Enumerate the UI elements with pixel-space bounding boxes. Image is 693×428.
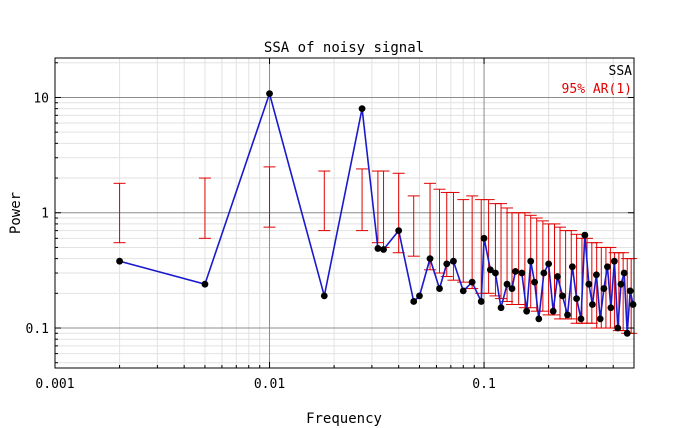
ssa-points <box>116 90 637 337</box>
ssa-point <box>531 278 538 286</box>
ssa-point <box>497 304 505 312</box>
ssa-point <box>629 301 637 308</box>
ssa-point <box>540 269 548 277</box>
legend-ssa: SSA <box>609 64 633 79</box>
ssa-point <box>450 257 457 265</box>
ar1-errorbar <box>482 199 495 294</box>
x-tick-label: 0.001 <box>35 377 74 392</box>
ssa-point <box>459 287 467 295</box>
ssa-point <box>416 292 423 300</box>
ssa-point <box>573 295 580 302</box>
ar1-errorbar <box>263 166 276 228</box>
ssa-point <box>518 269 526 277</box>
ssa-point <box>581 231 589 239</box>
x-tick-label: 0.1 <box>472 377 495 392</box>
ssa-point <box>626 287 634 295</box>
ssa-point <box>492 269 499 277</box>
ssa-point <box>508 285 516 292</box>
ar1-errorbar <box>318 170 331 232</box>
chart-title: SSA of noisy signal <box>264 40 424 56</box>
ssa-point <box>527 257 535 265</box>
ssa-point <box>568 263 576 271</box>
ar1-errorbar <box>113 182 126 244</box>
y-tick-label: 1 <box>41 207 49 222</box>
ssa-point <box>395 227 403 235</box>
ar1-errorbar <box>407 195 420 257</box>
ssa-point <box>436 285 443 292</box>
ar1-errorbar <box>198 177 211 239</box>
ssa-point <box>545 260 553 268</box>
ssa-point <box>523 307 531 315</box>
y-tick-label: 10 <box>33 91 49 106</box>
ssa-point <box>607 304 615 312</box>
ssa-point <box>600 285 608 292</box>
ssa-point <box>554 273 561 280</box>
ssa-point <box>374 245 382 252</box>
ssa-point <box>617 280 625 288</box>
ssa-point <box>585 280 593 288</box>
ssa-point <box>468 278 476 286</box>
ssa-point <box>604 263 611 271</box>
ar1-errorbar <box>466 195 479 290</box>
x-axis-label: Frequency <box>306 411 382 427</box>
ssa-point <box>549 307 557 315</box>
ssa-point <box>201 280 209 288</box>
ssa-point <box>443 260 451 268</box>
ssa-point <box>486 266 494 274</box>
ssa-point <box>559 292 566 300</box>
ar1-errorbar <box>447 191 460 281</box>
ar1-errorbar <box>495 203 508 300</box>
ssa-point <box>426 255 434 263</box>
ssa-point <box>480 234 488 242</box>
ssa-point <box>620 269 628 277</box>
ssa-point <box>535 315 543 323</box>
ssa-point <box>410 298 418 305</box>
ssa-point <box>380 246 387 253</box>
ssa-point <box>503 280 511 288</box>
ssa-point <box>116 257 123 265</box>
ssa-point <box>358 105 366 113</box>
y-axis-label: Power <box>8 192 24 234</box>
ssa-point <box>623 329 631 337</box>
ssa-point <box>266 90 273 98</box>
ssa-point <box>512 267 519 275</box>
ssa-point <box>589 301 596 308</box>
ssa-point <box>593 271 600 279</box>
ssa-point <box>596 315 604 323</box>
ssa-point <box>564 311 571 319</box>
ssa-point <box>577 315 585 323</box>
ssa-point <box>477 298 485 305</box>
ssa-point <box>610 257 618 265</box>
ar1-errorbar <box>356 168 369 232</box>
ar1-errorbar <box>457 199 470 283</box>
axis-ticks: 0.001 0.01 0.1 0.1 1 10 <box>26 58 635 392</box>
ssa-point <box>320 292 328 300</box>
x-tick-label: 0.01 <box>254 377 285 392</box>
legend-ar1: 95% AR(1) <box>562 82 632 97</box>
y-tick-label: 0.1 <box>26 322 49 337</box>
ssa-point <box>614 324 622 332</box>
